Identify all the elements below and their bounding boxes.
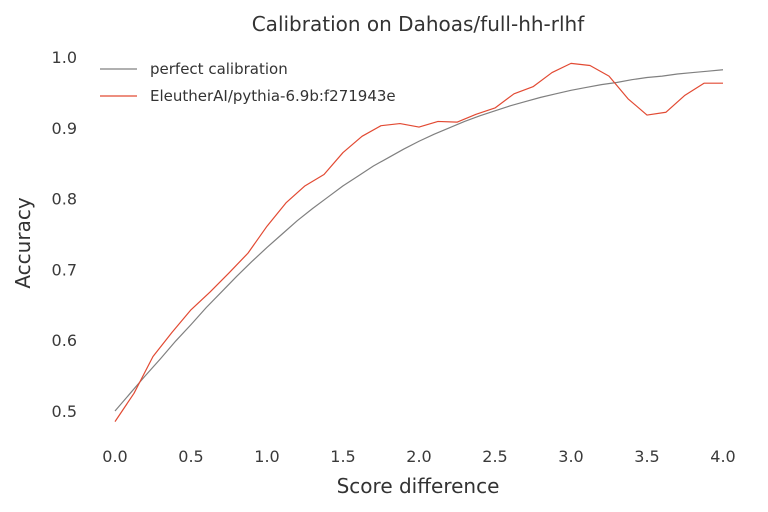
x-tick-label: 0.0 — [102, 447, 127, 466]
perfect-calibration-line — [114, 69, 724, 412]
y-tick-label: 0.9 — [52, 119, 77, 138]
y-tick-label: 0.5 — [52, 402, 77, 421]
x-axis-ticks: 0.0 0.5 1.0 1.5 2.0 2.5 3.0 3.5 4.0 — [102, 447, 735, 466]
x-tick-label: 2.5 — [482, 447, 507, 466]
y-axis-title: Accuracy — [11, 197, 35, 288]
x-tick-label: 3.0 — [558, 447, 583, 466]
y-tick-label: 1.0 — [52, 48, 77, 67]
y-tick-label: 0.6 — [52, 331, 77, 350]
x-tick-label: 2.0 — [406, 447, 431, 466]
x-tick-label: 4.0 — [710, 447, 735, 466]
x-tick-label: 1.5 — [330, 447, 355, 466]
legend-label: perfect calibration — [150, 60, 288, 78]
x-tick-label: 0.5 — [178, 447, 203, 466]
x-tick-label: 3.5 — [634, 447, 659, 466]
model-calibration-line — [114, 62, 723, 422]
legend: perfect calibration EleutherAI/pythia-6.9… — [100, 60, 396, 105]
legend-label: EleutherAI/pythia-6.9b:f271943e — [150, 87, 396, 105]
y-tick-label: 0.7 — [52, 260, 77, 279]
plot-area — [114, 62, 724, 422]
y-tick-label: 0.8 — [52, 190, 77, 209]
chart-title: Calibration on Dahoas/full-hh-rlhf — [252, 12, 585, 36]
x-axis-title: Score difference — [337, 474, 500, 498]
y-axis-ticks: 0.5 0.6 0.7 0.8 0.9 1.0 — [52, 48, 77, 421]
x-tick-label: 1.0 — [254, 447, 279, 466]
